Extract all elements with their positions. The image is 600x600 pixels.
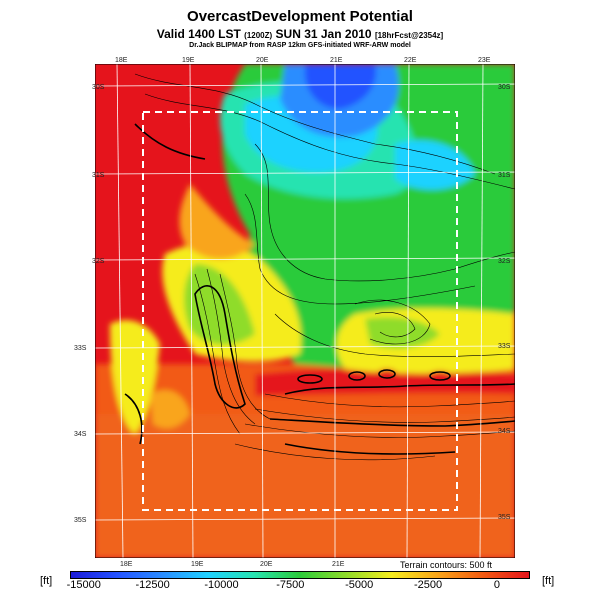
terrain-contour-note: Terrain contours: 500 ft	[400, 560, 493, 570]
forecast-info: [18hrFcst@2354z]	[374, 31, 444, 40]
lon-label-bottom: 21E	[332, 561, 345, 568]
lat-label-right: 35S	[498, 514, 511, 521]
lon-label-bottom: 19E	[191, 561, 204, 568]
valid-time-main: Valid 1400 LST	[156, 27, 241, 41]
lon-label-top: 21E	[330, 57, 343, 64]
colorbar-tick-label: -7500	[276, 579, 305, 591]
lon-label-top: 22E	[404, 57, 417, 64]
model-credit: Dr.Jack BLIPMAP from RASP 12km GFS-initi…	[189, 42, 411, 49]
lat-label-left: 34S	[74, 431, 87, 438]
lat-lon-grid	[95, 64, 515, 558]
lat-label-right: 34S	[498, 428, 511, 435]
lat-label-left: 32S	[92, 258, 105, 265]
unit-label-left: [ft]	[40, 575, 53, 587]
lon-label-top: 18E	[115, 57, 128, 64]
domain-box	[142, 111, 458, 511]
overcast-potential-map	[95, 64, 515, 558]
colorbar-tick-label: 0	[493, 579, 500, 591]
colorbar-tick-label: -12500	[135, 579, 170, 591]
colorbar-tick-label: -2500	[414, 579, 443, 591]
lon-label-bottom: 18E	[120, 561, 133, 568]
lon-label-top: 19E	[182, 57, 195, 64]
map-title: OvercastDevelopment Potential	[187, 8, 413, 25]
lat-label-left: 35S	[74, 517, 87, 524]
colorbar-tick-label: -15000	[66, 579, 101, 591]
valid-time: Valid 1400 LST (1200Z) SUN 31 Jan 2010 […	[0, 27, 600, 41]
terrain-contours	[134, 73, 515, 461]
lat-label-right: 30S	[498, 84, 511, 91]
valid-date: SUN 31 Jan 2010	[275, 27, 372, 41]
lat-label-left: 30S	[92, 84, 105, 91]
color-field	[95, 64, 515, 558]
colorbar-tick-label: -10000	[204, 579, 239, 591]
thick-contours	[124, 123, 515, 455]
lat-label-right: 33S	[498, 343, 511, 350]
lat-label-right: 32S	[498, 258, 511, 265]
unit-label-right: [ft]	[542, 575, 555, 587]
lon-label-bottom: 20E	[260, 561, 273, 568]
lon-label-top: 23E	[478, 57, 491, 64]
lon-label-top: 20E	[256, 57, 269, 64]
lat-label-left: 31S	[92, 172, 105, 179]
lat-label-left: 33S	[74, 345, 87, 352]
lat-label-right: 31S	[498, 172, 511, 179]
colorbar-tick-label: -5000	[345, 579, 374, 591]
valid-time-utc: (1200Z)	[244, 31, 273, 40]
colorbar	[70, 571, 530, 579]
